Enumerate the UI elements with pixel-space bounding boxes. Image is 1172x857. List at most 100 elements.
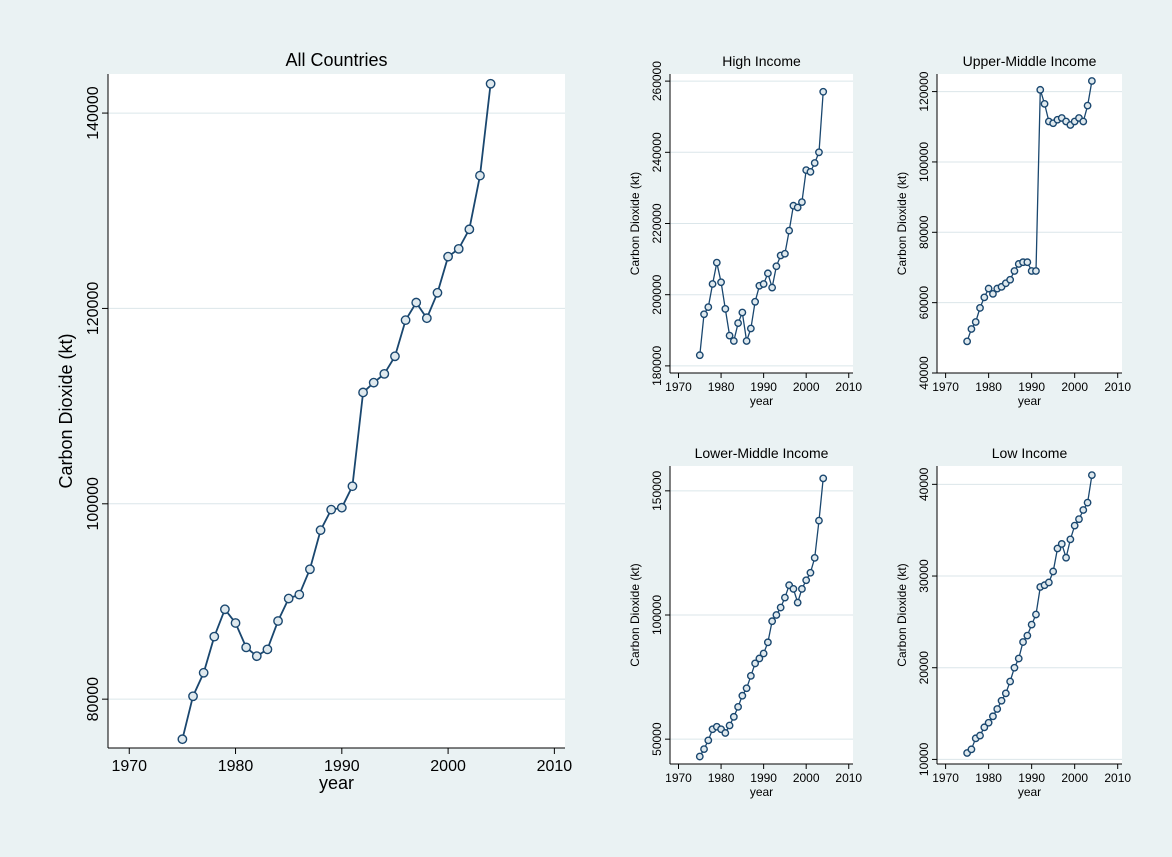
- x-tick-label: 2010: [537, 758, 573, 775]
- data-point: [485, 78, 496, 89]
- data-point: [746, 324, 755, 333]
- data-point: [989, 712, 997, 721]
- data-point: [1087, 77, 1096, 85]
- data-point: [283, 593, 294, 604]
- data-point: [802, 576, 811, 585]
- y-tick-label: 140000: [85, 86, 102, 139]
- data-point: [1057, 540, 1066, 548]
- y-tick-label: 100000: [917, 142, 931, 182]
- data-point: [1023, 258, 1032, 267]
- y-tick-label: 240000: [650, 132, 664, 172]
- data-point: [273, 616, 283, 626]
- data-point: [980, 723, 989, 732]
- x-tick-label: 1970: [932, 380, 959, 394]
- data-point: [230, 618, 241, 628]
- chart-title: Upper-Middle Income: [963, 53, 1097, 69]
- data-point: [1053, 544, 1062, 553]
- data-point: [475, 170, 485, 181]
- data-point: [742, 684, 751, 693]
- data-point: [336, 502, 347, 513]
- data-point: [819, 87, 828, 96]
- data-point: [1032, 610, 1040, 619]
- data-point: [1083, 498, 1092, 507]
- data-point: [798, 198, 806, 207]
- data-point: [793, 203, 802, 212]
- x-tick-label: 1980: [218, 758, 254, 775]
- data-point: [971, 318, 980, 326]
- data-point: [1032, 267, 1040, 275]
- x-tick-label: 1990: [1018, 380, 1045, 394]
- data-point: [768, 617, 777, 626]
- data-point: [815, 516, 823, 525]
- plot-area: [108, 74, 565, 748]
- data-point: [700, 745, 708, 753]
- data-point: [751, 659, 760, 668]
- x-tick-label: 1990: [1018, 771, 1045, 785]
- data-point: [721, 305, 730, 313]
- data-point: [390, 351, 400, 362]
- data-point: [453, 243, 464, 254]
- data-point: [759, 280, 768, 288]
- y-axis-label: Carbon Dioxide (kt): [628, 172, 642, 275]
- x-tick-label: 1980: [975, 771, 1002, 785]
- data-point: [729, 712, 738, 721]
- y-tick-label: 150000: [650, 470, 664, 510]
- data-point: [704, 736, 713, 745]
- data-point: [963, 337, 972, 346]
- data-point: [789, 585, 798, 593]
- chart-panel-1: 180000 200000 220000 240000 260000 1970 1980 19…: [628, 53, 862, 408]
- chart-title: Lower-Middle Income: [695, 445, 829, 461]
- data-point: [358, 387, 368, 398]
- data-point: [993, 705, 1002, 713]
- data-point: [220, 604, 230, 615]
- y-axis-label: Carbon Dioxide (kt): [56, 333, 76, 488]
- data-point: [1075, 515, 1083, 524]
- data-point: [759, 649, 768, 658]
- x-tick-label: 2010: [835, 380, 862, 394]
- x-axis-label: year: [750, 394, 773, 408]
- data-point: [967, 745, 976, 754]
- data-point: [1044, 578, 1053, 587]
- data-point: [241, 642, 252, 653]
- data-point: [262, 644, 273, 655]
- data-point: [432, 287, 443, 298]
- y-tick-label: 120000: [917, 71, 931, 111]
- data-point: [989, 289, 997, 298]
- x-tick-label: 1970: [932, 771, 959, 785]
- data-point: [1019, 638, 1027, 646]
- data-point: [368, 377, 379, 388]
- plot-area: [937, 466, 1122, 764]
- data-point: [1014, 654, 1023, 663]
- data-point: [980, 293, 989, 302]
- data-point: [742, 337, 751, 345]
- data-point: [1027, 620, 1036, 629]
- data-point: [772, 611, 781, 619]
- data-point: [763, 269, 772, 278]
- x-axis-label: year: [750, 785, 773, 799]
- data-point: [781, 593, 789, 602]
- y-tick-label: 260000: [650, 61, 664, 101]
- x-axis-label: year: [319, 773, 354, 793]
- chart-title: All Countries: [285, 50, 387, 70]
- x-tick-label: 2010: [1104, 380, 1131, 394]
- chart-panel-2: 40000 60000 80000 100000 120000 1970 1980 1990 2…: [895, 53, 1131, 408]
- data-point: [443, 251, 453, 262]
- y-tick-label: 30000: [917, 559, 931, 593]
- y-axis-label: Carbon Dioxide (kt): [628, 563, 642, 666]
- data-point: [1010, 663, 1019, 672]
- data-point: [755, 654, 764, 663]
- data-point: [810, 159, 819, 167]
- data-point: [421, 313, 432, 324]
- data-point: [1079, 117, 1088, 126]
- data-point: [1062, 553, 1070, 562]
- data-point: [793, 598, 802, 607]
- data-point: [734, 702, 742, 711]
- data-point: [1066, 535, 1075, 544]
- data-point: [1010, 267, 1019, 275]
- chart-panel-3: 50000 100000 150000 1970 1980 1990 2000 2010 Low…: [628, 445, 862, 799]
- data-point: [763, 638, 772, 647]
- data-point: [1006, 677, 1015, 686]
- chart-panel-4: 10000 20000 30000 40000 1970 1980 1990 2000 2010…: [895, 445, 1131, 799]
- x-tick-label: 2000: [1061, 380, 1088, 394]
